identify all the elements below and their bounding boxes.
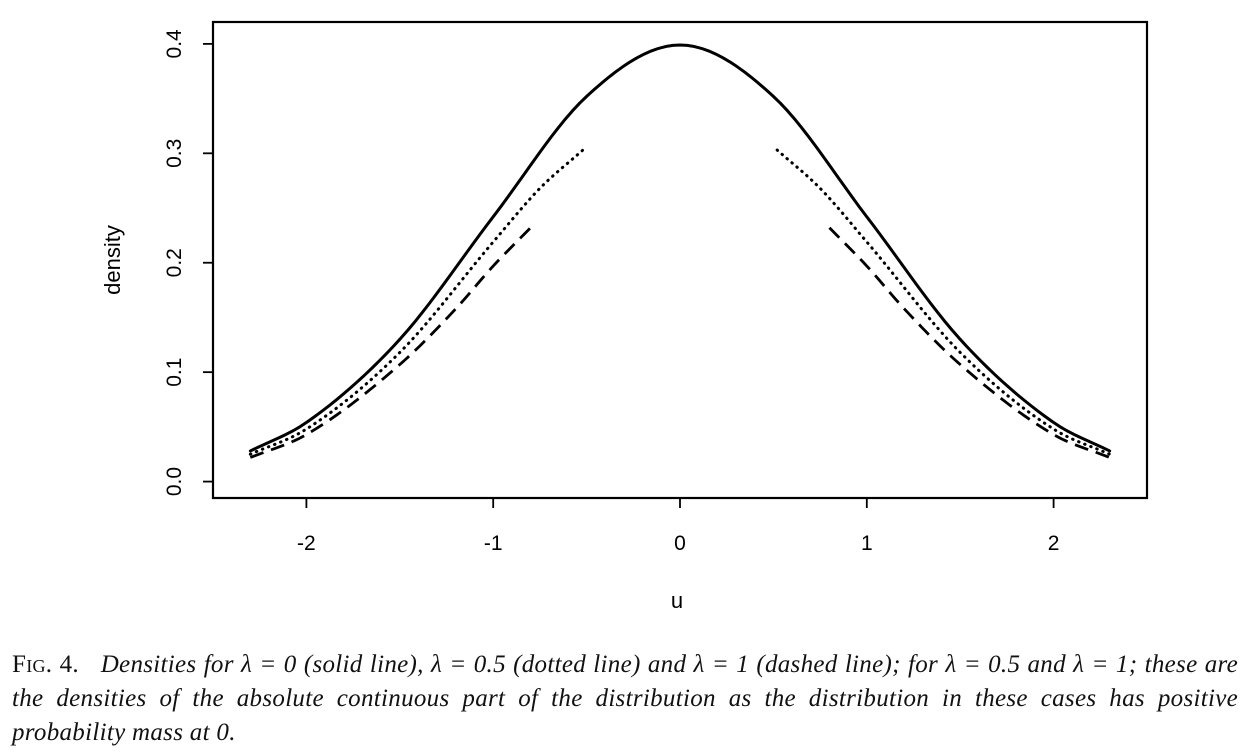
y-axis-title: density bbox=[100, 225, 125, 295]
x-tick-label: 1 bbox=[861, 532, 873, 555]
x-tick-label: -1 bbox=[484, 532, 503, 555]
y-tick-label: 0.2 bbox=[163, 248, 186, 277]
caption-label: Fig. 4. bbox=[12, 651, 79, 678]
dashed-line-series bbox=[249, 226, 532, 459]
x-axis-title: u bbox=[671, 588, 683, 613]
dashed-line-series bbox=[828, 226, 1111, 459]
caption-text: Densities for λ = 0 (solid line), λ = 0.… bbox=[12, 651, 1239, 746]
figure: -2 -1 0 1 2 0.0 0.1 0.2 0.3 0.4 u density bbox=[100, 20, 1149, 613]
series-layer bbox=[248, 43, 1112, 459]
solid-line-series bbox=[248, 43, 1112, 453]
x-axis: -2 -1 0 1 2 bbox=[297, 498, 1059, 555]
y-tick-label: 0.4 bbox=[163, 29, 186, 59]
x-tick-label: 2 bbox=[1048, 532, 1060, 555]
y-tick-label: 0.3 bbox=[163, 139, 186, 168]
x-tick-label: -2 bbox=[297, 532, 316, 555]
y-axis: 0.0 0.1 0.2 0.3 0.4 bbox=[163, 29, 213, 496]
figure-caption: Fig. 4. Densities for λ = 0 (solid line)… bbox=[12, 648, 1238, 750]
y-tick-label: 0.0 bbox=[163, 467, 186, 496]
x-tick-label: 0 bbox=[674, 532, 686, 555]
plot-frame bbox=[211, 20, 1149, 500]
dotted-line-series bbox=[775, 148, 1112, 456]
y-tick-label: 0.1 bbox=[163, 358, 186, 387]
dotted-line-series bbox=[248, 148, 585, 456]
density-plot: -2 -1 0 1 2 0.0 0.1 0.2 0.3 0.4 u density bbox=[100, 20, 1149, 613]
